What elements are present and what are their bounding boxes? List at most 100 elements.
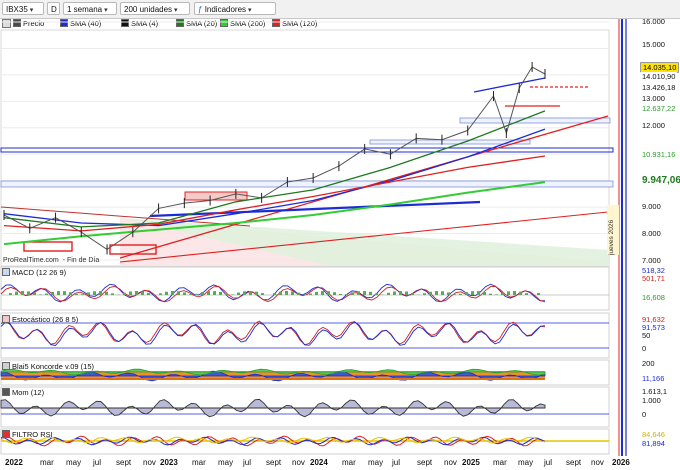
- legend-label: SMA (20): [186, 19, 218, 28]
- macd-histogram-bar: [237, 292, 240, 295]
- timeframe-selector[interactable]: 1 semana ▾: [63, 2, 117, 15]
- legend-item-sma4[interactable]: SMA (4): [121, 19, 158, 29]
- macd-histogram-bar: [537, 293, 540, 295]
- macd-histogram-bar: [135, 291, 138, 295]
- macd-histogram-bar: [399, 291, 402, 295]
- panel-title-stoch[interactable]: Estocástico (26 8 5): [2, 315, 78, 324]
- macd-histogram-bar: [489, 293, 492, 295]
- price-badge: 14.010,90: [640, 72, 678, 81]
- macd-histogram-bar: [9, 293, 12, 295]
- macd-histogram-bar: [105, 291, 108, 295]
- panel-title-macd[interactable]: MACD (12 26 9): [2, 268, 66, 277]
- macd-histogram-bar: [327, 291, 330, 295]
- macd-histogram-bar: [33, 292, 36, 295]
- stoch-k-value: 91,632: [642, 315, 665, 324]
- legend-menu-icon[interactable]: [2, 19, 11, 29]
- macd-histogram-bar: [165, 291, 168, 295]
- panel-title-mom[interactable]: Mom (12): [2, 388, 44, 397]
- legend-item-sma200[interactable]: SMA (200): [220, 19, 265, 29]
- stoch-panel: [0, 312, 610, 359]
- time-axis-label: 2026: [612, 458, 630, 467]
- color-swatch-icon: [13, 19, 21, 27]
- macd-histogram-bar: [273, 293, 276, 295]
- macd-histogram-bar: [375, 293, 378, 295]
- legend-label: SMA (40): [70, 19, 102, 28]
- panel-title-text: Mom (12): [12, 388, 45, 397]
- time-axis-label: sept: [116, 458, 132, 467]
- time-axis-label: jul: [243, 458, 252, 467]
- color-swatch-icon: [60, 19, 68, 27]
- macd-histogram-bar: [345, 294, 348, 295]
- sma-badge: 12.637,22: [640, 104, 678, 113]
- legend-label: SMA (120): [282, 19, 318, 28]
- legend-item-precio[interactable]: Precio: [13, 19, 44, 29]
- macd-histogram-bar: [147, 292, 150, 295]
- panel-swatch-icon: [2, 430, 10, 438]
- macd-histogram-bar: [309, 293, 312, 295]
- sma-line: [3, 110, 546, 228]
- units-label: 200 unidades: [124, 5, 173, 14]
- macd-histogram-bar: [57, 291, 60, 295]
- time-axis-label: nov: [591, 458, 604, 467]
- stoch-d-line: [0, 321, 546, 346]
- macd-histogram-bar: [459, 293, 462, 295]
- macd-histogram-bar: [129, 291, 132, 295]
- support-zone-2: [0, 180, 614, 188]
- macd-histogram-bar: [519, 291, 522, 295]
- panel-title-rsi[interactable]: FILTRO RSI: [2, 430, 53, 439]
- macd-histogram-bar: [333, 292, 336, 295]
- mode-button[interactable]: D: [47, 2, 60, 15]
- panel-title-text: FILTRO RSI: [12, 430, 53, 439]
- macd-histogram-bar: [297, 292, 300, 295]
- units-selector[interactable]: 200 unidades ▾: [120, 2, 190, 15]
- indicators-button[interactable]: ƒ Indicadores ▾: [194, 2, 276, 15]
- macd-histogram-bar: [525, 293, 528, 295]
- channel-top-line: [473, 77, 546, 93]
- sma-lines: [3, 110, 546, 246]
- time-axis-label: may: [518, 458, 534, 467]
- symbol-selector[interactable]: IBX35 ▾: [2, 2, 44, 15]
- macd-histogram-bar: [405, 291, 408, 295]
- time-axis-label: may: [218, 458, 234, 467]
- legend-item-sma120[interactable]: SMA (120): [272, 19, 317, 29]
- panel-swatch-icon: [2, 268, 10, 276]
- sma-line: [3, 181, 546, 246]
- macd-histogram-bar: [351, 292, 354, 295]
- rsi-blue-line: [0, 436, 546, 446]
- macd-hist-value: 16,608: [642, 293, 665, 302]
- macd-histogram-bar: [411, 292, 414, 295]
- macd-histogram-bar: [123, 292, 126, 295]
- time-axis-label: mar: [192, 458, 206, 467]
- time-axis-label: jul: [93, 458, 102, 467]
- price-badge: 13.426,18: [640, 83, 678, 92]
- stoch-tick: 50: [642, 331, 651, 340]
- panel-title-text: Estocástico (26 8 5): [12, 315, 79, 324]
- macd-histogram-bar: [99, 291, 102, 295]
- macd-histogram-bar: [423, 293, 426, 295]
- date-cursor-label: jueves 2026: [607, 205, 619, 255]
- macd-histogram-bar: [363, 291, 366, 295]
- macd-histogram-bar: [339, 293, 342, 295]
- time-axis-label: 2025: [462, 458, 480, 467]
- watermark-brand: ProRealTime.com: [3, 257, 59, 264]
- macd-histogram-bar: [159, 293, 162, 295]
- mode-label: D: [51, 5, 57, 14]
- panel-swatch-icon: [2, 362, 10, 370]
- time-axis-label: mar: [493, 458, 507, 467]
- time-axis-label: sept: [266, 458, 282, 467]
- macd-histogram-bar: [75, 293, 78, 295]
- panel-title-koncorde[interactable]: Blai5 Koncorde v.09 (15): [2, 362, 94, 371]
- macd-histogram-bar: [195, 293, 198, 295]
- legend-item-sma20[interactable]: SMA (20): [176, 19, 217, 29]
- time-axis-label: nov: [292, 458, 305, 467]
- macd-histogram-bar: [213, 291, 216, 295]
- koncorde-tick: 200: [642, 359, 655, 368]
- legend-item-sma40[interactable]: SMA (40): [60, 19, 101, 29]
- price-tick: 9.000: [642, 202, 661, 211]
- mom-value: 1.613,1: [642, 387, 668, 396]
- macd-histogram-bar: [87, 292, 90, 295]
- price-tick: 16.000: [642, 17, 665, 26]
- color-swatch-icon: [121, 19, 129, 27]
- macd-signal-line: [0, 285, 546, 303]
